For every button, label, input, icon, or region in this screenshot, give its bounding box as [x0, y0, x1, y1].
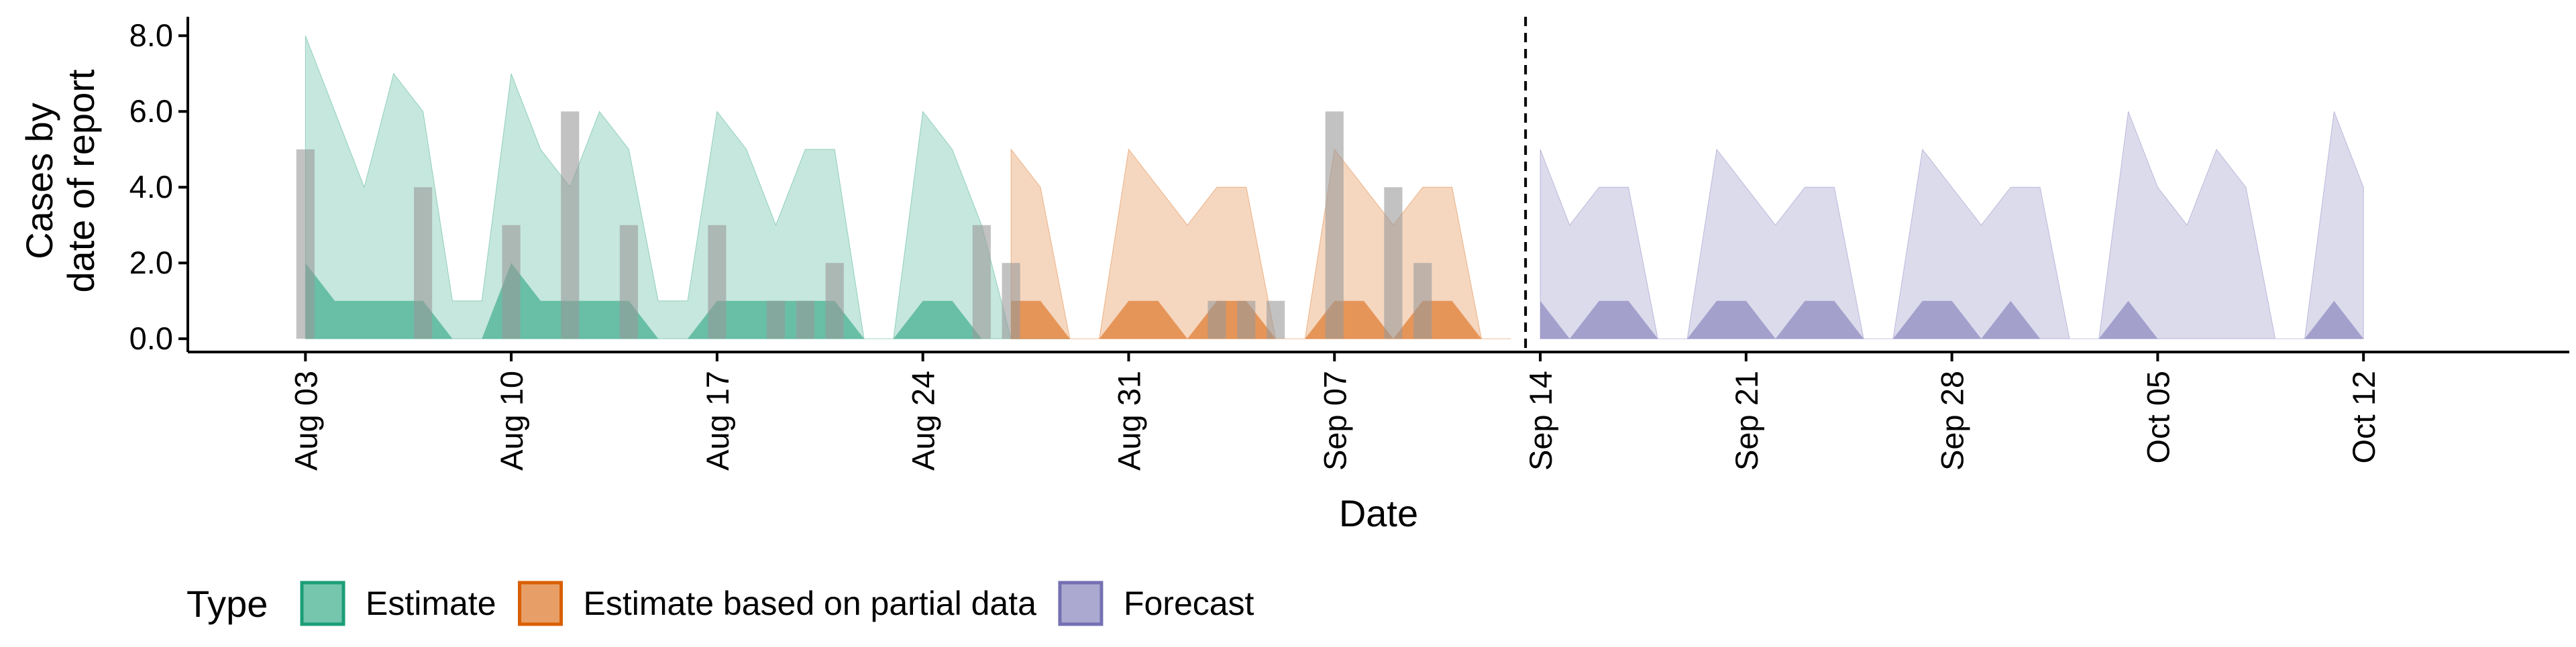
y-tick-label: 6.0 — [129, 93, 173, 129]
reported-cases-bar — [766, 300, 786, 339]
legend: Type Estimate Estimate based on partial da… — [186, 581, 1254, 626]
reported-cases-bar — [502, 225, 521, 339]
x-tick-label: Aug 03 — [288, 371, 323, 471]
x-tick-label: Sep 28 — [1935, 371, 1970, 471]
legend-label-forecast: Forecast — [1124, 585, 1254, 622]
x-axis-title: Date — [1339, 492, 1418, 534]
reported-cases-bar — [1384, 187, 1403, 339]
legend-key-forecast — [1058, 581, 1104, 626]
series-forecast-lower-band — [1540, 300, 2364, 339]
reported-cases-bar — [414, 187, 433, 339]
reported-cases-bar — [619, 225, 638, 339]
x-tick-label: Aug 10 — [494, 371, 529, 471]
legend-label-estimate-based-on-partial-data: Estimate based on partial data — [584, 585, 1037, 622]
x-tick-label: Sep 21 — [1729, 371, 1764, 471]
x-tick-label: Aug 24 — [906, 371, 941, 471]
x-tick-label: Sep 14 — [1523, 371, 1558, 471]
x-tick-label: Aug 17 — [700, 371, 735, 471]
reported-cases-bar — [825, 263, 844, 339]
reported-cases-bar — [972, 225, 991, 339]
y-tick-label: 8.0 — [129, 17, 173, 53]
reported-cases-bar — [561, 111, 580, 339]
legend-key-estimate-based-on-partial-data — [518, 581, 564, 626]
reported-cases-bar — [1413, 263, 1432, 339]
axes: 0.0 2.0 4.0 6.0 8.0 Aug 03 Aug 10 Aug 17 Aug 24 A… — [129, 17, 2569, 471]
reported-cases-bar — [296, 149, 315, 339]
y-tick-label: 2.0 — [129, 245, 173, 280]
reported-cases-bar — [1267, 300, 1285, 339]
legend-label-estimate: Estimate — [366, 585, 496, 622]
reported-cases-bar — [1325, 111, 1344, 339]
y-axis-title: Cases by date of report — [18, 69, 102, 293]
reported-cases-bar — [1237, 300, 1256, 339]
reported-cases-bar — [1002, 263, 1020, 339]
legend-key-estimate — [300, 581, 345, 626]
series-estimate-upper-band — [305, 36, 1070, 339]
x-tick-label: Aug 31 — [1111, 371, 1146, 471]
y-axis-title-line: date of report — [60, 69, 102, 293]
x-tick-label: Oct 05 — [2140, 371, 2176, 463]
axis-labels: Date Cases by date of report — [18, 69, 1418, 534]
y-tick-label: 4.0 — [129, 169, 173, 204]
series-forecast-upper-band — [1540, 111, 2364, 339]
y-tick-label: 0.0 — [129, 320, 173, 356]
reported-cases-bar — [1208, 300, 1226, 339]
legend-title: Type — [186, 583, 268, 625]
x-tick-label: Sep 07 — [1317, 371, 1352, 471]
y-axis-title-line: Cases by — [18, 103, 60, 259]
reported-cases-bar — [708, 225, 727, 339]
reported-cases-bars — [296, 111, 1432, 339]
series-estimate-lower-band — [305, 263, 1070, 339]
reported-cases-bar — [796, 300, 814, 339]
series-estimate-based-on-partial-data-lower-band — [1011, 300, 1511, 339]
x-tick-label: Oct 12 — [2346, 371, 2381, 463]
